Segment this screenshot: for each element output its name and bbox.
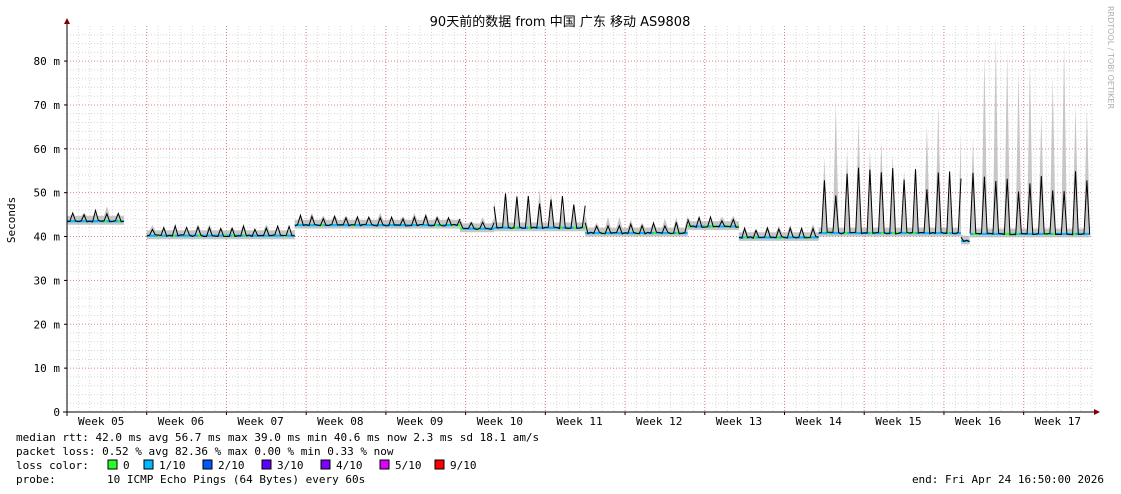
loss-color-label: loss color: — [16, 459, 89, 472]
smoke-segment — [146, 224, 295, 240]
y-tick-label: 40 m — [34, 231, 61, 244]
x-tick-label: Week 05 — [78, 415, 124, 428]
x-tick-label: Week 14 — [795, 415, 842, 428]
y-tick-label: 80 m — [34, 55, 61, 68]
x-tick-label: Week 16 — [955, 415, 1001, 428]
x-tick-label: Week 15 — [875, 415, 921, 428]
smoke-segment — [818, 101, 961, 237]
median-line-segment — [969, 171, 1091, 236]
x-tick-label: Week 10 — [477, 415, 523, 428]
median-line-segment — [493, 193, 586, 230]
median-line-segment — [146, 223, 295, 238]
median-line-segment — [584, 221, 689, 235]
loss-color-swatch — [434, 459, 445, 470]
loss-color-swatch — [379, 459, 390, 470]
grid — [66, 26, 1093, 412]
x-tick-labels: Week 05 Week 06 Week 07 Week 08 Week 09 Week … — [66, 412, 1081, 428]
rrdtool-watermark: RRDTOOL / TOBI OETIKER — [1106, 6, 1115, 109]
loss-color-label-item: 4/10 — [336, 459, 363, 472]
y-tick-labels: 0 10 m 20 m 30 m 40 m 50 m 60 m 70 m 80 m — [34, 55, 67, 419]
median-line-segment — [960, 236, 970, 243]
y-tick-label: 10 m — [34, 362, 61, 375]
loss-color-swatch — [143, 459, 154, 470]
median-line-segment — [687, 215, 739, 228]
x-tick-label: Week 06 — [158, 415, 204, 428]
loss-color-label-item: 1/10 — [159, 459, 186, 472]
loss-color-label-item: 0 — [123, 459, 130, 472]
median-line-segment — [738, 226, 819, 240]
median-line-segment — [66, 208, 124, 223]
x-tick-label: Week 11 — [556, 415, 602, 428]
x-tick-label: Week 08 — [317, 415, 363, 428]
median-rtt-stats: median rtt: 42.0 ms avg 56.7 ms max 39.0… — [16, 431, 539, 444]
axes — [63, 18, 1100, 416]
smoke-segment — [970, 36, 1090, 238]
loss-color-swatch — [261, 459, 272, 470]
median-line-segment — [294, 213, 461, 227]
probe-label: probe: — [16, 473, 56, 486]
y-tick-label: 30 m — [34, 274, 61, 287]
loss-color-label-item: 9/10 — [450, 459, 477, 472]
x-tick-label: Week 07 — [237, 415, 283, 428]
x-tick-label: Week 12 — [636, 415, 682, 428]
y-tick-label: 60 m — [34, 143, 61, 156]
probe-value: 10 ICMP Echo Pings (64 Bytes) every 60s — [107, 473, 365, 486]
loss-color-label-item: 3/10 — [277, 459, 304, 472]
median-line-segment — [459, 221, 495, 231]
y-tick-label: 50 m — [34, 187, 61, 200]
loss-color-legend: 0 1/10 2/10 3/10 4/10 5/10 9/10 — [107, 459, 477, 472]
chart-title: 90天前的数据 from 中国 广东 移动 AS9808 — [430, 14, 691, 30]
smoke-segment — [585, 214, 688, 237]
y-axis-arrow — [64, 18, 70, 24]
y-axis-label: Seconds — [5, 197, 18, 243]
x-axis-arrow — [1094, 409, 1100, 415]
loss-color-swatch — [202, 459, 213, 470]
end-time: end: Fri Apr 24 16:50:00 2026 — [912, 473, 1104, 486]
median-series — [66, 167, 1091, 243]
y-tick-label: 0 — [53, 406, 60, 419]
packet-loss-stats: packet loss: 0.52 % avg 82.36 % max 0.00… — [16, 445, 394, 458]
x-tick-label: Week 17 — [1035, 415, 1081, 428]
y-tick-label: 20 m — [34, 318, 61, 331]
loss-color-swatch — [320, 459, 331, 470]
smoke-segment — [687, 215, 739, 230]
y-tick-label: 70 m — [34, 99, 61, 112]
loss-color-label-item: 5/10 — [395, 459, 422, 472]
median-line-segment — [818, 167, 962, 235]
x-tick-label: Week 13 — [716, 415, 762, 428]
loss-color-swatch — [107, 459, 118, 470]
x-tick-label: Week 09 — [397, 415, 443, 428]
loss-color-label-item: 2/10 — [218, 459, 245, 472]
